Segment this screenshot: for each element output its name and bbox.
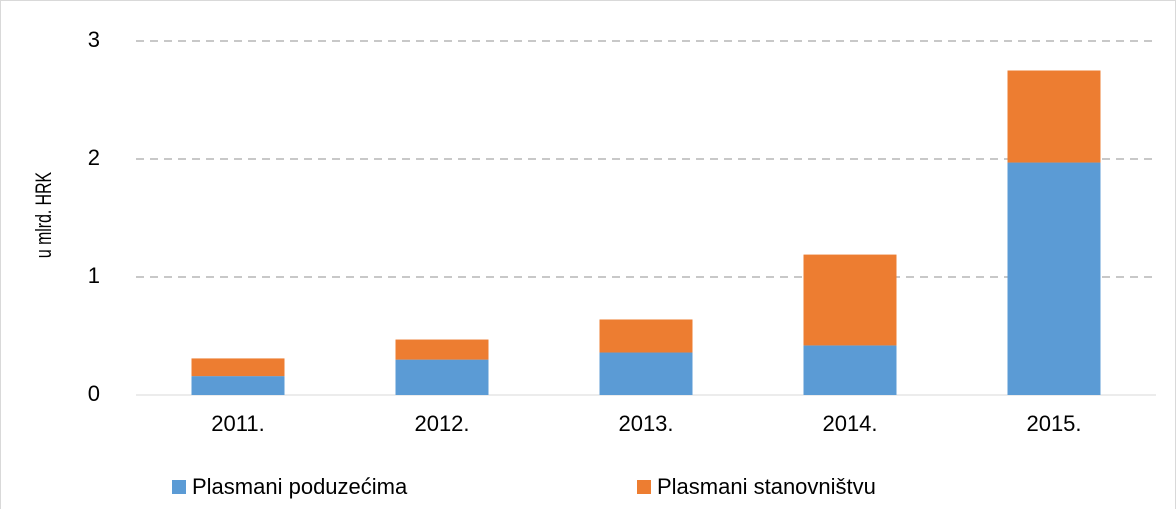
bar-segment: [1007, 162, 1101, 395]
legend-swatch: [637, 480, 651, 494]
legend-label: Plasmani poduzećima: [192, 474, 408, 499]
x-tick-label: 2014.: [822, 411, 877, 436]
bar-segment: [599, 319, 693, 353]
bar-segment: [1007, 70, 1101, 163]
y-tick-label: 1: [88, 263, 100, 288]
x-tick-label: 2012.: [414, 411, 469, 436]
x-tick-label: 2013.: [618, 411, 673, 436]
bar-segment: [395, 359, 489, 395]
bar-segment: [395, 339, 489, 360]
y-axis-label: u mlrd. HRK: [32, 172, 56, 258]
bar-segment: [599, 352, 693, 395]
x-tick-label: 2011.: [211, 411, 264, 436]
legend-label: Plasmani stanovništvu: [657, 474, 876, 499]
bar-segment: [191, 358, 285, 377]
legend-swatch: [172, 480, 186, 494]
x-tick-label: 2015.: [1026, 411, 1081, 436]
y-tick-label: 3: [88, 27, 100, 52]
y-tick-label: 2: [88, 145, 100, 170]
bar-segment: [803, 254, 897, 346]
y-tick-label: 0: [88, 381, 100, 406]
bar-segment: [191, 376, 285, 395]
bar-segment: [803, 345, 897, 395]
